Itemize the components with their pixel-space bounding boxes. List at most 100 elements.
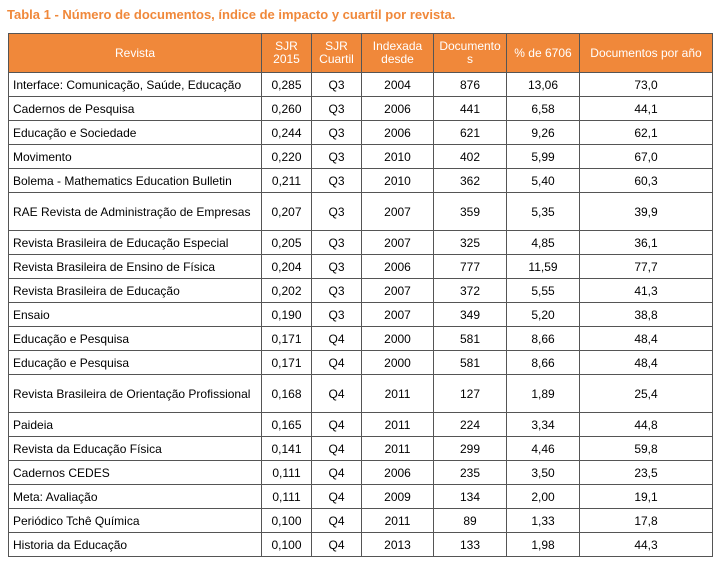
table-row: Educação e Sociedade 0,244 Q3 2006 621 9,26 62… [8,120,713,145]
cell-indexada-desde: 2006 [361,120,434,145]
cell-sjr-cuartil: Q3 [311,192,362,231]
cell-sjr-cuartil: Q3 [311,278,362,303]
cell-sjr-cuartil: Q4 [311,374,362,413]
cell-documentos-por-ano: 41,3 [579,278,713,303]
table-row: Educação e Pesquisa 0,171 Q4 2000 581 8,66 48,… [8,326,713,351]
cell-percent: 5,40 [506,168,580,193]
cell-indexada-desde: 2007 [361,302,434,327]
cell-percent: 1,33 [506,508,580,533]
cell-sjr-cuartil: Q3 [311,120,362,145]
cell-sjr-2015: 0,207 [261,192,312,231]
cell-documentos-por-ano: 44,8 [579,412,713,437]
cell-documentos: 133 [433,532,507,557]
cell-revista: Revista Brasileira de Educação [8,278,262,303]
table-row: RAE Revista de Administração de Empresas… [8,192,713,231]
cell-sjr-cuartil: Q4 [311,484,362,509]
cell-documentos: 362 [433,168,507,193]
cell-sjr-cuartil: Q4 [311,326,362,351]
cell-documentos: 325 [433,230,507,255]
table-row: Revista Brasileira de Educação Especial 0… [8,230,713,255]
cell-sjr-2015: 0,171 [261,350,312,375]
cell-documentos: 349 [433,302,507,327]
cell-sjr-cuartil: Q3 [311,302,362,327]
cell-revista: RAE Revista de Administração de Empresas [8,192,262,231]
column-header-documentos: Documento s [433,33,507,73]
cell-sjr-cuartil: Q4 [311,460,362,485]
journals-table: Revista SJR 2015 SJR Cuartil Indexada de… [8,33,713,557]
cell-documentos-por-ano: 36,1 [579,230,713,255]
column-header-percent: % de 6706 [506,33,580,73]
table-row: Cadernos CEDES 0,111 Q4 2006 235 3,50 23,5 [8,460,713,485]
table-row: Ensaio 0,190 Q3 2007 349 5,20 38,8 [8,302,713,327]
cell-revista: Interface: Comunicação, Saúde, Educação [8,72,262,97]
cell-documentos: 299 [433,436,507,461]
cell-indexada-desde: 2007 [361,230,434,255]
cell-indexada-desde: 2000 [361,350,434,375]
cell-percent: 5,20 [506,302,580,327]
cell-indexada-desde: 2010 [361,168,434,193]
cell-documentos: 127 [433,374,507,413]
cell-sjr-2015: 0,202 [261,278,312,303]
cell-indexada-desde: 2009 [361,484,434,509]
cell-revista: Revista da Educação Física [8,436,262,461]
table-row: Revista Brasileira de Orientação Profiss… [8,374,713,413]
cell-sjr-2015: 0,285 [261,72,312,97]
cell-documentos: 372 [433,278,507,303]
cell-sjr-2015: 0,260 [261,96,312,121]
table-row: Interface: Comunicação, Saúde, Educação 0… [8,72,713,97]
cell-sjr-cuartil: Q4 [311,350,362,375]
cell-documentos-por-ano: 59,8 [579,436,713,461]
cell-documentos: 777 [433,254,507,279]
cell-documentos: 441 [433,96,507,121]
cell-revista: Historia da Educação [8,532,262,557]
cell-revista: Revista Brasileira de Ensino de Física [8,254,262,279]
cell-indexada-desde: 2011 [361,412,434,437]
cell-documentos-por-ano: 67,0 [579,144,713,169]
cell-indexada-desde: 2000 [361,326,434,351]
cell-percent: 5,35 [506,192,580,231]
cell-sjr-cuartil: Q3 [311,168,362,193]
cell-sjr-cuartil: Q3 [311,96,362,121]
cell-sjr-2015: 0,165 [261,412,312,437]
cell-sjr-2015: 0,244 [261,120,312,145]
cell-percent: 4,85 [506,230,580,255]
cell-documentos-por-ano: 48,4 [579,350,713,375]
table-row: Revista Brasileira de Ensino de Física 0,… [8,254,713,279]
table-row: Meta: Avaliação 0,111 Q4 2009 134 2,00 19,1 [8,484,713,509]
cell-sjr-2015: 0,171 [261,326,312,351]
cell-revista: Revista Brasileira de Orientação Profiss… [8,374,262,413]
column-header-sjr-cuartil: SJR Cuartil [311,33,362,73]
cell-sjr-2015: 0,211 [261,168,312,193]
cell-indexada-desde: 2004 [361,72,434,97]
cell-percent: 4,46 [506,436,580,461]
table-row: Historia da Educação 0,100 Q4 2013 133 1,98 44… [8,532,713,557]
cell-percent: 5,55 [506,278,580,303]
cell-sjr-cuartil: Q4 [311,412,362,437]
cell-revista: Bolema - Mathematics Education Bulletin [8,168,262,193]
cell-documentos: 621 [433,120,507,145]
cell-sjr-cuartil: Q4 [311,532,362,557]
cell-revista: Movimento [8,144,262,169]
cell-revista: Ensaio [8,302,262,327]
cell-indexada-desde: 2007 [361,192,434,231]
cell-percent: 8,66 [506,350,580,375]
cell-documentos-por-ano: 25,4 [579,374,713,413]
cell-percent: 3,50 [506,460,580,485]
cell-indexada-desde: 2006 [361,96,434,121]
column-header-documentos-por-ano: Documentos por año [579,33,713,73]
cell-revista: Educação e Pesquisa [8,350,262,375]
cell-sjr-cuartil: Q4 [311,436,362,461]
cell-documentos-por-ano: 62,1 [579,120,713,145]
cell-indexada-desde: 2011 [361,436,434,461]
cell-sjr-2015: 0,141 [261,436,312,461]
column-header-revista: Revista [8,33,262,73]
table-row: Educação e Pesquisa 0,171 Q4 2000 581 8,66 48,… [8,350,713,375]
table-container: Revista SJR 2015 SJR Cuartil Indexada de… [8,33,713,557]
cell-documentos: 89 [433,508,507,533]
cell-indexada-desde: 2010 [361,144,434,169]
cell-indexada-desde: 2011 [361,374,434,413]
cell-revista: Revista Brasileira de Educação Especial [8,230,262,255]
cell-indexada-desde: 2006 [361,254,434,279]
cell-percent: 9,26 [506,120,580,145]
cell-revista: Meta: Avaliação [8,484,262,509]
